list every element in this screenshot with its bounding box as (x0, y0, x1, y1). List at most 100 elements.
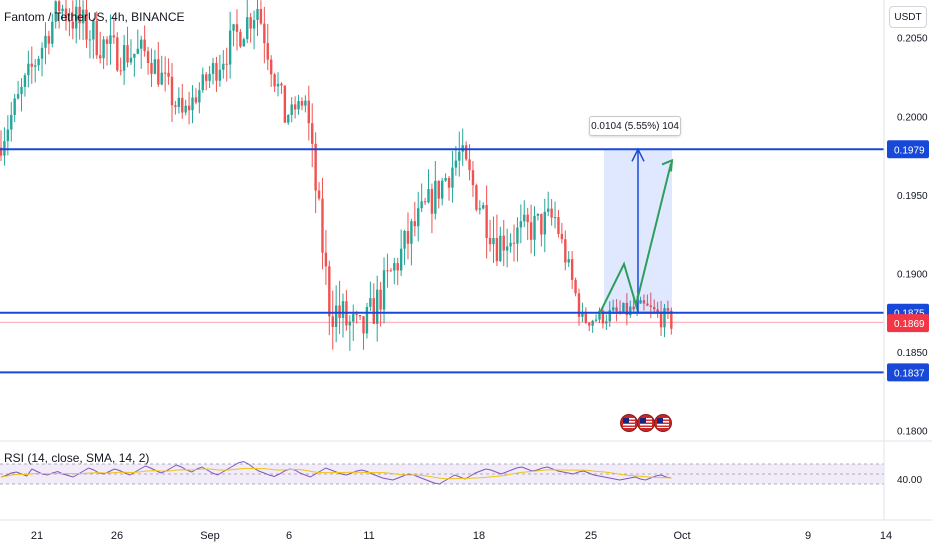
candle-body (358, 315, 362, 317)
candle-body (201, 74, 204, 91)
candle (266, 23, 269, 71)
candle (543, 198, 546, 253)
candle (181, 83, 184, 119)
candle-body (451, 167, 454, 188)
candle (598, 307, 601, 324)
candle (3, 127, 6, 166)
candle-body (81, 9, 85, 24)
candle (523, 200, 526, 228)
candle (399, 229, 403, 277)
candle (249, 12, 252, 43)
candlestick-series (0, 0, 673, 351)
candle-body (659, 312, 663, 328)
candle (215, 56, 218, 92)
candle-body (588, 322, 591, 326)
candle (122, 34, 126, 85)
candle-body (153, 59, 157, 74)
candle (601, 308, 605, 329)
candle (594, 314, 598, 322)
candle (10, 102, 13, 142)
candle-body (516, 227, 519, 244)
candle-body (348, 321, 352, 326)
candle-body (0, 147, 3, 156)
candle (263, 6, 266, 64)
candle-body (112, 35, 116, 38)
candle (51, 13, 54, 48)
candle (403, 229, 406, 265)
candle-body (191, 97, 194, 111)
candle (570, 251, 574, 289)
candle-body (547, 208, 550, 212)
candle (376, 275, 379, 342)
candle-body (663, 308, 666, 328)
candle-body (160, 72, 163, 85)
candle-body (372, 298, 375, 324)
candle (642, 294, 646, 311)
candle-body (6, 129, 10, 142)
candle-body (505, 246, 509, 251)
candle-body (417, 208, 420, 227)
candle-body (529, 222, 533, 240)
candle-body (307, 100, 310, 124)
candle (290, 97, 293, 123)
candle-body (20, 86, 23, 95)
candle (519, 204, 523, 244)
candle (163, 56, 167, 92)
candle-body (482, 205, 485, 209)
candle-body (273, 74, 276, 87)
candle (560, 223, 564, 244)
rsi-band (0, 464, 884, 484)
candle-body (509, 242, 512, 247)
candle-body (485, 205, 488, 239)
candle (540, 213, 543, 247)
candle (297, 94, 300, 115)
candle (136, 29, 139, 55)
rsi-line (0, 460, 672, 485)
candle-body (475, 185, 478, 210)
candle-body (225, 63, 228, 65)
us-flag-icon[interactable] (637, 414, 655, 432)
candle (71, 0, 75, 40)
candle (321, 177, 324, 270)
candle-body (293, 104, 297, 110)
candle (478, 200, 481, 215)
candle-body (85, 9, 88, 40)
candle-body (283, 85, 287, 123)
us-flag-icon[interactable] (654, 414, 672, 432)
candle (170, 63, 174, 122)
candle (557, 210, 560, 238)
currency-button[interactable]: USDT (889, 6, 927, 28)
candle (20, 78, 23, 112)
candle (198, 82, 201, 114)
candle-body (376, 289, 379, 324)
candle (410, 218, 413, 266)
candle (458, 131, 461, 177)
candle-body (410, 221, 413, 244)
us-flag-icon[interactable] (620, 414, 638, 432)
candle-body (290, 104, 293, 116)
candle (393, 257, 396, 285)
candle (47, 30, 51, 55)
candle-body (666, 308, 670, 311)
candle (150, 48, 153, 87)
candle (502, 220, 505, 267)
candle (352, 304, 355, 341)
candle-body (51, 21, 54, 44)
last-price-label: 0.1869 (894, 319, 925, 330)
candle-body (170, 76, 174, 106)
candle (222, 50, 225, 79)
candle (420, 183, 423, 213)
candle-body (68, 20, 71, 22)
candle-body (396, 263, 399, 271)
candle-body (300, 101, 304, 106)
rsi-pane: 40.00 (0, 440, 932, 486)
rsi-indicator-label[interactable]: RSI (14, close, SMA, 14, 2) (4, 451, 150, 465)
candle (167, 58, 170, 85)
candle-body (352, 314, 355, 322)
candle-body (129, 57, 133, 63)
candle (341, 293, 345, 338)
candle (259, 0, 263, 25)
candle (109, 14, 112, 65)
candle-body (499, 235, 502, 262)
